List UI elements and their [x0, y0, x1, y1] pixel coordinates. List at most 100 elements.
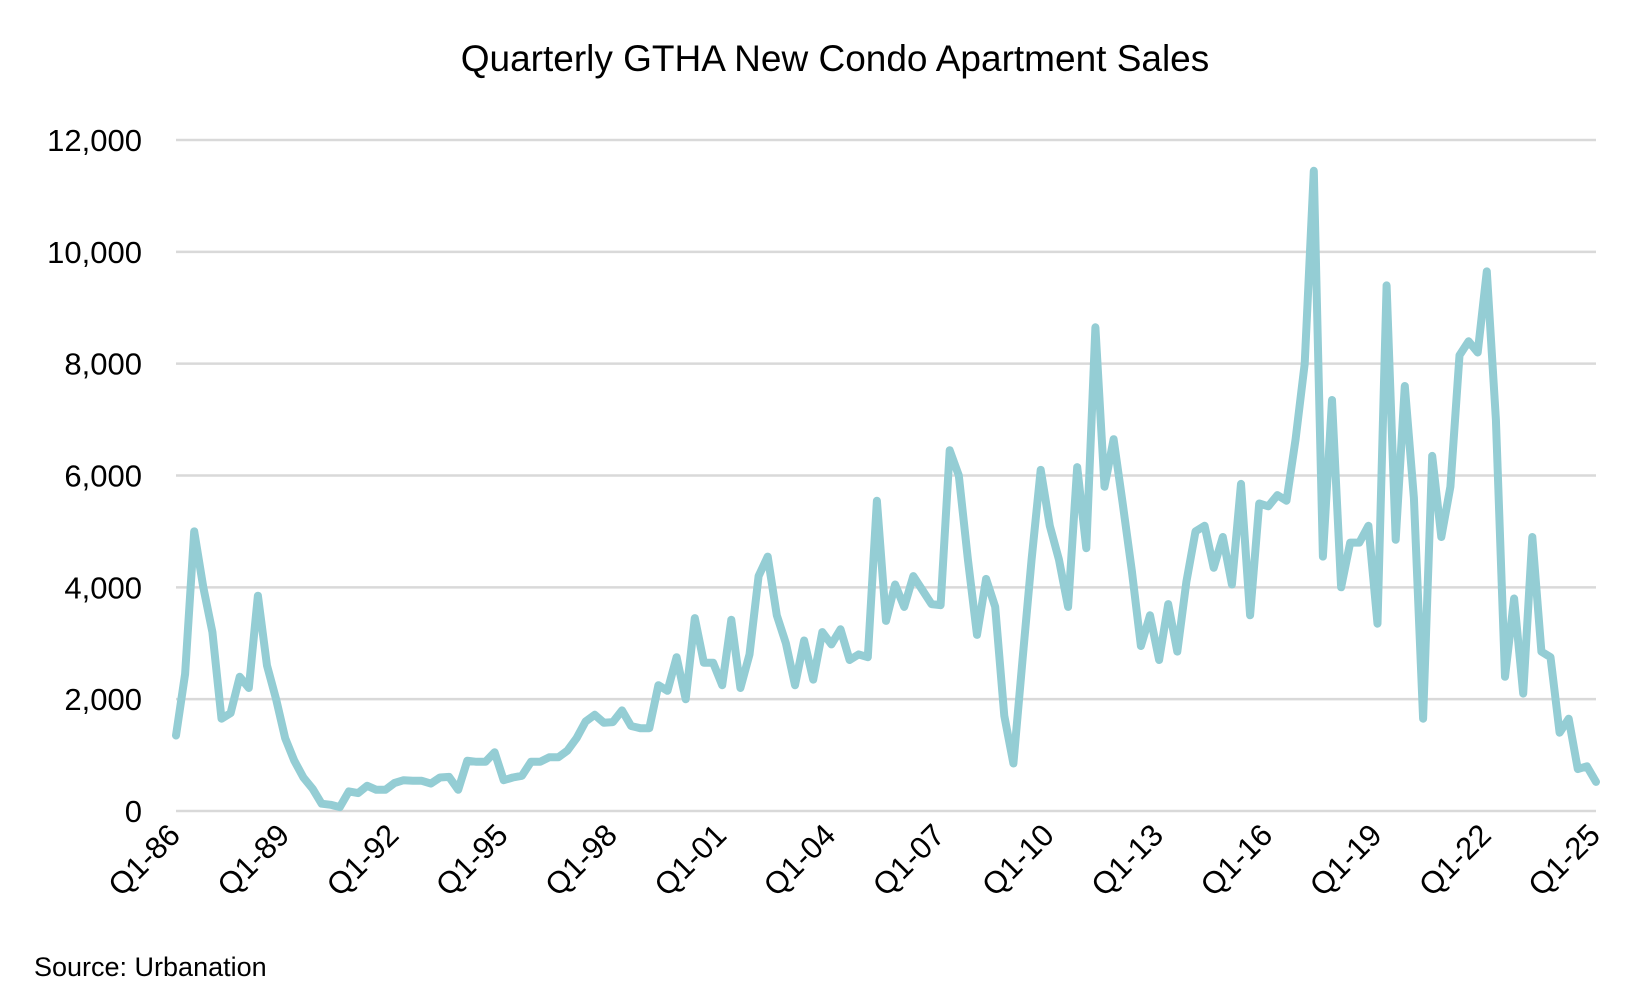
data-point	[310, 786, 316, 792]
data-point	[774, 612, 780, 618]
data-point	[1010, 761, 1016, 767]
data-point	[455, 787, 461, 793]
data-point	[1238, 481, 1244, 487]
data-point	[419, 778, 425, 784]
x-tick-label: Q1-86	[101, 817, 187, 903]
source-note: Source: Urbanation	[34, 952, 267, 982]
x-tick-label: Q1-13	[1084, 817, 1170, 903]
data-point	[1411, 495, 1417, 501]
data-point	[1229, 582, 1235, 588]
data-point	[1265, 503, 1271, 509]
data-point	[1074, 464, 1080, 470]
data-point	[191, 528, 197, 534]
series-line	[172, 166, 1600, 812]
data-point	[1247, 612, 1253, 618]
data-point	[810, 677, 816, 683]
data-point	[719, 682, 725, 688]
data-point	[1102, 484, 1108, 490]
data-point	[182, 671, 188, 677]
data-point	[646, 725, 652, 731]
x-tick-label: Q1-04	[757, 817, 843, 903]
data-point	[382, 787, 388, 793]
data-point	[1147, 612, 1153, 618]
data-point	[300, 775, 306, 781]
data-point	[1520, 691, 1526, 697]
data-point	[783, 640, 789, 646]
data-point	[874, 498, 880, 504]
x-tick-label: Q1-19	[1303, 817, 1389, 903]
x-tick-label: Q1-10	[975, 817, 1061, 903]
data-point	[701, 660, 707, 666]
data-point	[1001, 713, 1007, 719]
data-point	[574, 735, 580, 741]
x-tick-label: Q1-95	[429, 817, 515, 903]
data-point	[1156, 657, 1162, 663]
x-tick-label: Q1-98	[538, 817, 624, 903]
chart-title: Quarterly GTHA New Condo Apartment Sales	[461, 38, 1210, 79]
data-point	[756, 573, 762, 579]
data-point	[555, 754, 561, 760]
data-point	[1274, 492, 1280, 498]
data-point	[1038, 467, 1044, 473]
y-tick-label: 0	[125, 794, 142, 829]
data-point	[655, 682, 661, 688]
data-point	[847, 657, 853, 663]
data-point	[619, 707, 625, 713]
data-point	[1548, 654, 1554, 660]
y-tick-label: 8,000	[64, 347, 142, 382]
data-point	[1302, 361, 1308, 367]
data-point	[683, 696, 689, 702]
data-point	[1384, 282, 1390, 288]
data-point	[1584, 763, 1590, 769]
data-point	[1020, 657, 1026, 663]
data-point	[1393, 537, 1399, 543]
data-point	[1329, 397, 1335, 403]
data-point	[237, 674, 243, 680]
data-point	[674, 654, 680, 660]
data-point	[1502, 674, 1508, 680]
data-point	[628, 723, 634, 729]
data-point	[209, 629, 215, 635]
x-tick-label: Q1-16	[1194, 817, 1280, 903]
data-point	[1457, 352, 1463, 358]
data-point	[1557, 730, 1563, 736]
data-point	[1320, 554, 1326, 560]
data-point	[983, 576, 989, 582]
data-point	[665, 688, 671, 694]
data-point	[519, 773, 525, 779]
data-point	[1220, 534, 1226, 540]
data-point	[1029, 556, 1035, 562]
data-point	[1484, 268, 1490, 274]
data-point	[947, 447, 953, 453]
data-point	[592, 712, 598, 718]
data-point	[901, 604, 907, 610]
data-point	[865, 654, 871, 660]
data-point	[464, 758, 470, 764]
data-point	[1566, 716, 1572, 722]
data-point	[392, 780, 398, 786]
data-point	[728, 617, 734, 623]
data-point	[446, 774, 452, 780]
data-point	[355, 790, 361, 796]
data-point	[583, 719, 589, 725]
data-point	[1447, 484, 1453, 490]
data-point	[828, 641, 834, 647]
data-point	[364, 783, 370, 789]
data-point	[938, 602, 944, 608]
data-point	[1202, 523, 1208, 529]
data-point	[1429, 453, 1435, 459]
data-point	[1511, 596, 1517, 602]
data-point	[1256, 501, 1262, 507]
data-point	[173, 733, 179, 739]
data-point	[328, 802, 334, 808]
data-point	[1293, 436, 1299, 442]
data-point	[264, 663, 270, 669]
data-point	[473, 759, 479, 765]
data-point	[883, 618, 889, 624]
data-point	[410, 778, 416, 784]
data-point	[282, 735, 288, 741]
data-point	[1466, 338, 1472, 344]
data-point	[337, 804, 343, 810]
data-point	[346, 788, 352, 794]
